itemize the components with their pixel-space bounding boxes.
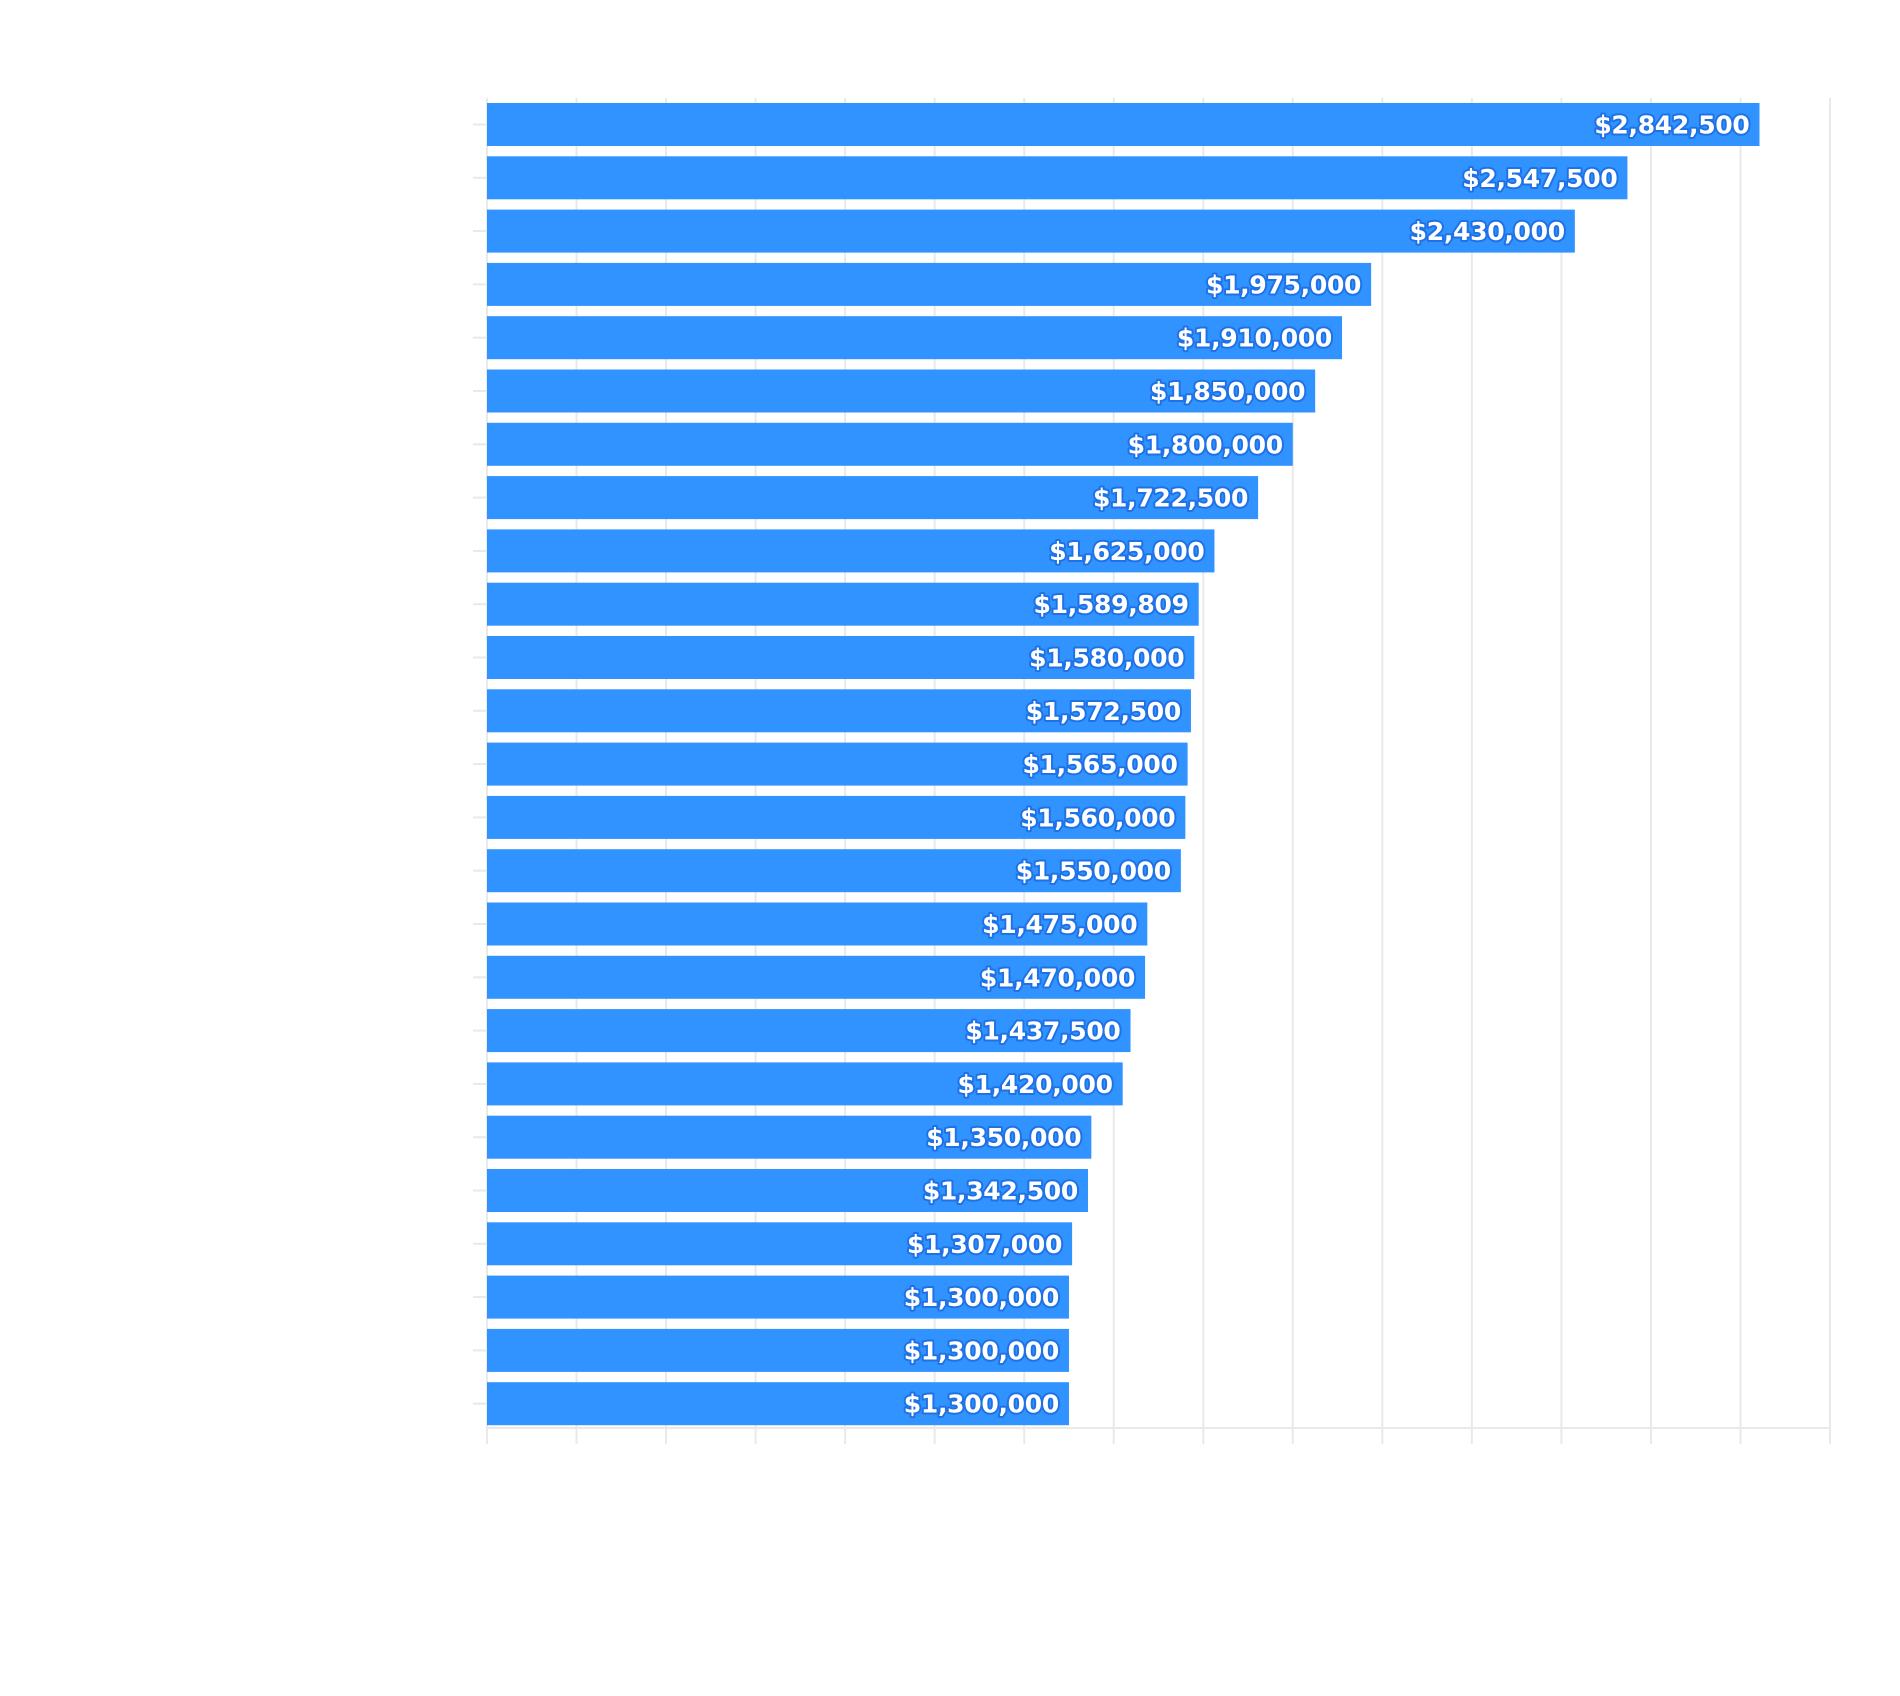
bar-value-label-3: $1,975,000 bbox=[1206, 270, 1361, 299]
bar-value-label-8: $1,625,000 bbox=[1049, 537, 1204, 566]
bar-value-label-14: $1,550,000 bbox=[1016, 857, 1171, 886]
bar-5 bbox=[487, 369, 1316, 413]
bar-11 bbox=[487, 689, 1191, 733]
bar-value-label-9: $1,589,809 bbox=[1034, 590, 1189, 619]
bar-6 bbox=[487, 422, 1293, 466]
bar-4 bbox=[487, 316, 1343, 360]
bar-value-label-18: $1,420,000 bbox=[958, 1070, 1113, 1099]
bar-value-label-6: $1,800,000 bbox=[1128, 430, 1283, 459]
bar-13 bbox=[487, 795, 1186, 839]
bar-19 bbox=[487, 1115, 1092, 1159]
bar-value-label-22: $1,300,000 bbox=[904, 1283, 1059, 1312]
bar-23 bbox=[487, 1328, 1069, 1372]
bar-value-label-11: $1,572,500 bbox=[1026, 697, 1181, 726]
bar-24 bbox=[487, 1382, 1069, 1426]
bar-22 bbox=[487, 1275, 1069, 1319]
bar-value-label-2: $2,430,000 bbox=[1410, 217, 1565, 246]
bar-3 bbox=[487, 262, 1372, 306]
bar-value-label-13: $1,560,000 bbox=[1020, 803, 1175, 832]
bar-value-label-4: $1,910,000 bbox=[1177, 324, 1332, 353]
bar-value-label-15: $1,475,000 bbox=[982, 910, 1137, 939]
bar-value-label-16: $1,470,000 bbox=[980, 963, 1135, 992]
bar-2 bbox=[487, 209, 1575, 253]
bar-value-label-24: $1,300,000 bbox=[904, 1390, 1059, 1419]
bar-value-label-1: $2,547,500 bbox=[1462, 164, 1617, 193]
bar-20 bbox=[487, 1169, 1088, 1212]
bar-0 bbox=[487, 103, 1760, 146]
bar-10 bbox=[487, 636, 1195, 679]
bar-15 bbox=[487, 902, 1148, 946]
bar-value-label-19: $1,350,000 bbox=[926, 1123, 1081, 1152]
bar-12 bbox=[487, 742, 1188, 786]
bar-value-label-5: $1,850,000 bbox=[1150, 377, 1305, 406]
bar-value-label-17: $1,437,500 bbox=[965, 1017, 1120, 1046]
bars bbox=[473, 103, 1760, 1426]
bar-21 bbox=[487, 1222, 1073, 1266]
bar-17 bbox=[487, 1009, 1131, 1053]
bar-value-label-21: $1,307,000 bbox=[907, 1230, 1062, 1259]
bar-1 bbox=[487, 156, 1628, 200]
bar-value-label-0: $2,842,500 bbox=[1594, 111, 1749, 140]
bar-value-label-12: $1,565,000 bbox=[1022, 750, 1177, 779]
bar-value-label-7: $1,722,500 bbox=[1093, 484, 1248, 513]
bar-value-label-20: $1,342,500 bbox=[923, 1177, 1078, 1206]
bar-7 bbox=[487, 476, 1259, 520]
bar-8 bbox=[487, 529, 1215, 573]
bar-value-label-10: $1,580,000 bbox=[1029, 644, 1184, 673]
bar-9 bbox=[487, 582, 1199, 626]
bar-16 bbox=[487, 955, 1146, 999]
bar-value-label-23: $1,300,000 bbox=[904, 1336, 1059, 1365]
bar-14 bbox=[487, 849, 1181, 893]
bar-18 bbox=[487, 1062, 1123, 1106]
data-labels: $2,842,500 $2,547,500 $2,430,000 $1,975,000… bbox=[902, 109, 1752, 1421]
